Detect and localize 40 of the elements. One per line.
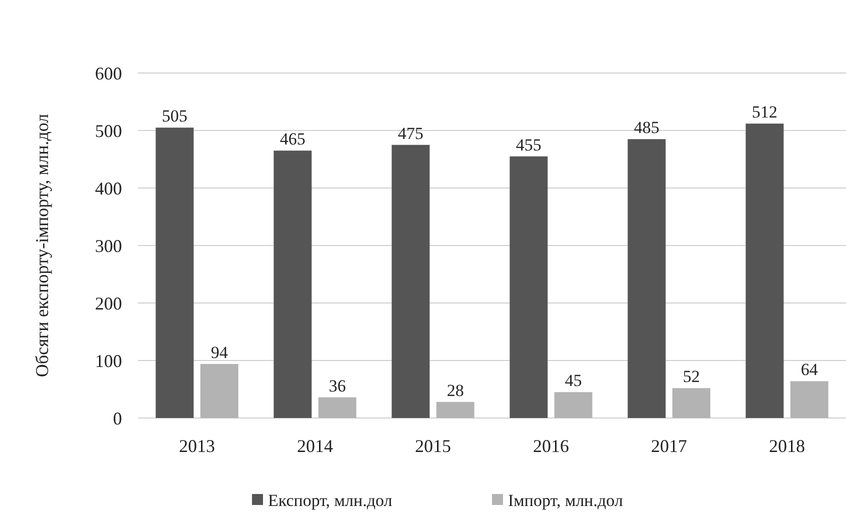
y-tick-label: 100 bbox=[95, 350, 122, 371]
bar bbox=[672, 388, 710, 418]
legend-label: Експорт, млн.дол bbox=[268, 490, 393, 510]
data-label: 52 bbox=[682, 367, 700, 386]
x-tick-label: 2013 bbox=[179, 436, 215, 456]
y-axis-title: Обсяги експорту-імпорту, млн.дол bbox=[32, 114, 52, 378]
bar bbox=[200, 364, 238, 418]
bar bbox=[436, 402, 474, 418]
data-label: 45 bbox=[564, 371, 582, 390]
data-label: 505 bbox=[162, 106, 188, 126]
x-tick-label: 2017 bbox=[651, 436, 687, 456]
bar bbox=[318, 397, 356, 418]
y-tick-label: 400 bbox=[95, 178, 122, 198]
x-tick-label: 2014 bbox=[297, 436, 333, 456]
data-label: 465 bbox=[280, 130, 306, 149]
data-label: 485 bbox=[634, 118, 660, 138]
data-label: 64 bbox=[800, 360, 818, 380]
data-label: 36 bbox=[328, 376, 346, 396]
y-tick-label: 300 bbox=[95, 236, 122, 256]
data-label: 475 bbox=[398, 124, 424, 143]
bar bbox=[746, 124, 784, 418]
x-tick-label: 2018 bbox=[769, 436, 805, 456]
data-label: 94 bbox=[210, 342, 228, 362]
bar bbox=[554, 392, 592, 418]
legend-label: Імпорт, млн.дол bbox=[508, 490, 624, 510]
data-label: 455 bbox=[516, 135, 542, 154]
y-tick-label: 600 bbox=[95, 63, 122, 84]
bar bbox=[628, 139, 666, 418]
y-tick-label: 0 bbox=[113, 408, 122, 428]
bar bbox=[392, 144, 430, 418]
x-tick-label: 2016 bbox=[533, 436, 569, 456]
bar bbox=[156, 128, 194, 418]
y-tick-label: 500 bbox=[95, 120, 122, 141]
data-label: 512 bbox=[752, 102, 778, 122]
bar bbox=[510, 156, 548, 418]
data-label: 28 bbox=[446, 380, 464, 400]
y-tick-label: 200 bbox=[95, 293, 122, 314]
x-tick-label: 2015 bbox=[415, 436, 451, 456]
bar bbox=[790, 381, 828, 418]
bar bbox=[274, 150, 312, 418]
